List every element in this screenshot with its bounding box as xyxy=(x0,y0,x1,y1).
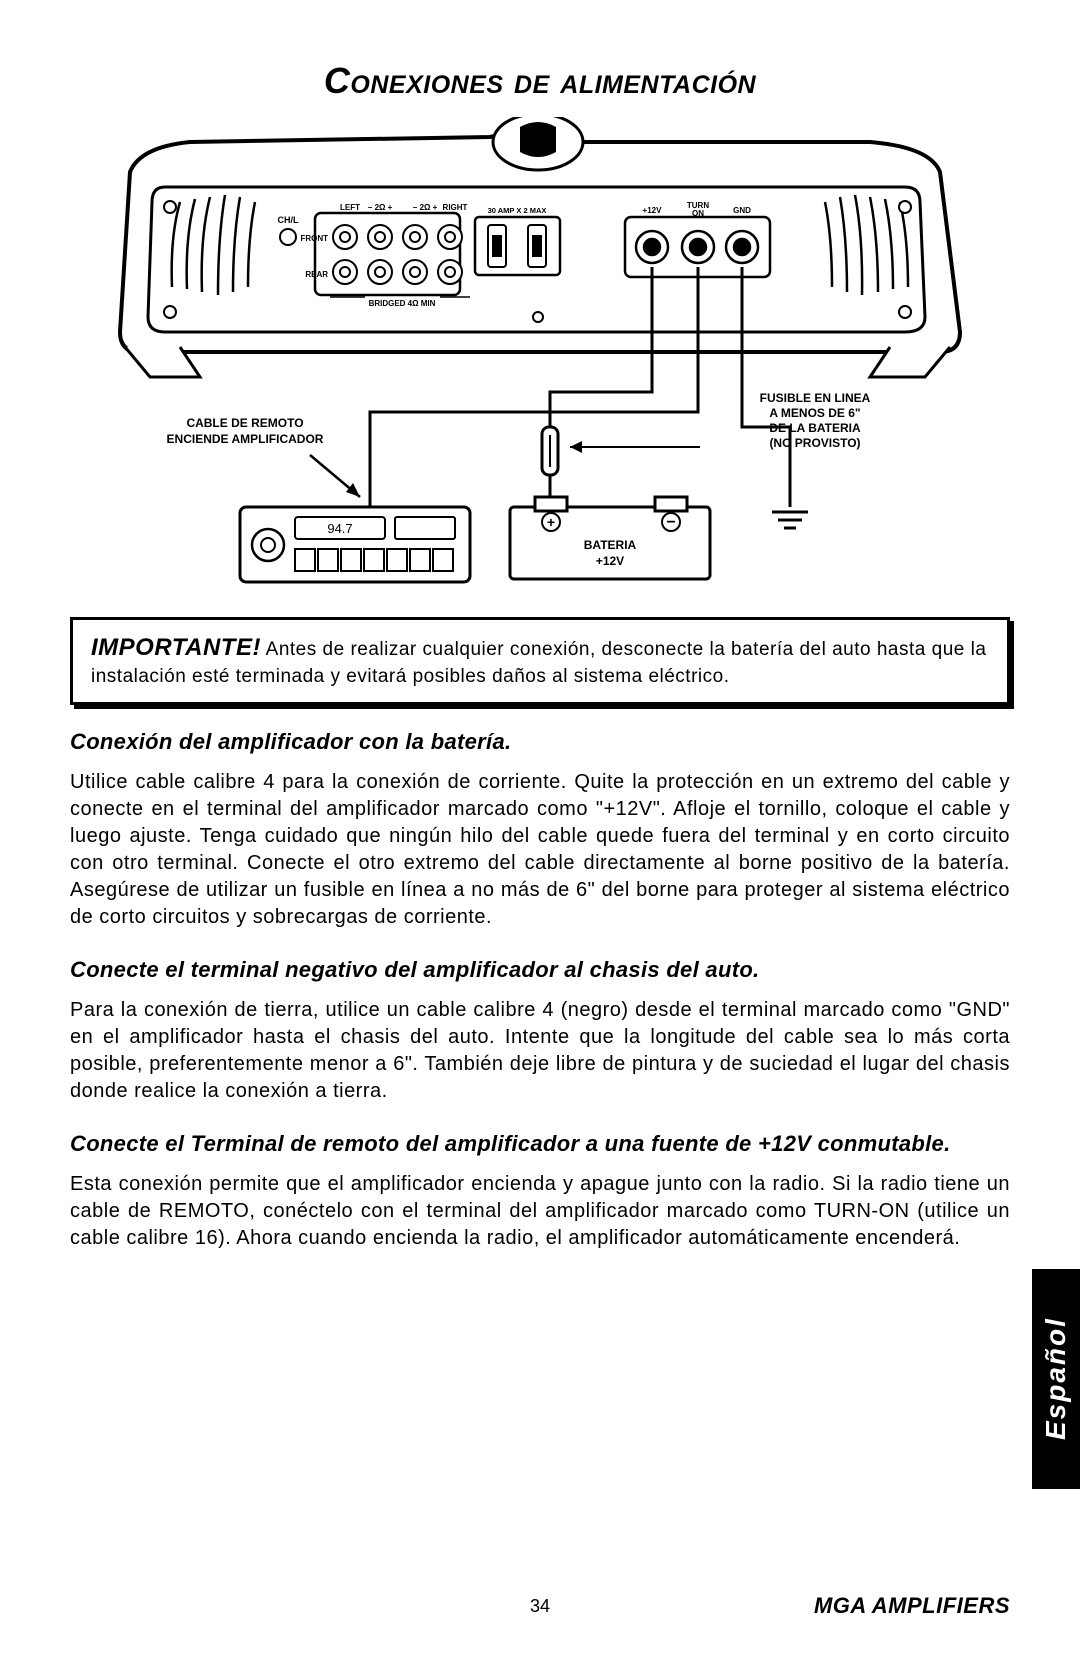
ground-icon xyxy=(772,512,808,528)
wiring-diagram: CH/L FRONT REAR LEFT − 2Ω + − 2Ω + RIGHT… xyxy=(70,117,1010,592)
section-heading: Conecte el Terminal de remoto del amplif… xyxy=(70,1131,1010,1157)
svg-text:94.7: 94.7 xyxy=(327,521,352,536)
section-heading: Conecte el terminal negativo del amplifi… xyxy=(70,957,1010,983)
fuse-callout: FUSIBLE EN LINEA A MENOS DE 6" DE LA BAT… xyxy=(760,391,871,450)
important-notice: IMPORTANTE! Antes de realizar cualquier … xyxy=(70,617,1010,705)
language-tab: Español xyxy=(1032,1269,1080,1489)
remote-cable-callout: CABLE DE REMOTO ENCIENDE AMPLIFICADOR xyxy=(167,416,360,497)
svg-text:30 AMP X 2 MAX: 30 AMP X 2 MAX xyxy=(488,206,547,215)
svg-text:CH/L: CH/L xyxy=(278,215,299,225)
svg-text:DE LA BATERIA: DE LA BATERIA xyxy=(769,421,861,435)
svg-text:BRIDGED 4Ω MIN: BRIDGED 4Ω MIN xyxy=(369,299,436,308)
svg-text:+: + xyxy=(547,514,555,530)
section-body: Utilice cable calibre 4 para la conexión… xyxy=(70,769,1010,931)
page-title: Conexiones de alimentación xyxy=(70,60,1010,102)
battery-icon: + − BATERIA +12V xyxy=(510,497,710,579)
svg-text:CABLE DE REMOTO: CABLE DE REMOTO xyxy=(186,416,303,430)
svg-text:ON: ON xyxy=(692,209,704,218)
section-1: Conexión del amplificador con la batería… xyxy=(70,729,1010,931)
svg-text:FUSIBLE EN LINEA: FUSIBLE EN LINEA xyxy=(760,391,871,405)
inline-fuse-icon xyxy=(542,427,558,475)
page-footer: 34 MGA AMPLIFIERS xyxy=(70,1593,1010,1619)
section-heading: Conexión del amplificador con la batería… xyxy=(70,729,1010,755)
svg-text:RIGHT: RIGHT xyxy=(443,203,468,212)
svg-text:− 2Ω +: − 2Ω + xyxy=(413,203,438,212)
radio-icon: 94.7 xyxy=(240,507,470,582)
svg-text:FRONT: FRONT xyxy=(300,234,328,243)
important-label: IMPORTANTE! xyxy=(91,634,261,661)
section-body: Esta conexión permite que el amplificado… xyxy=(70,1171,1010,1252)
section-2: Conecte el terminal negativo del amplifi… xyxy=(70,957,1010,1105)
svg-text:GND: GND xyxy=(733,206,751,215)
page-number: 34 xyxy=(530,1596,550,1617)
svg-text:− 2Ω +: − 2Ω + xyxy=(368,203,393,212)
section-body: Para la conexión de tierra, utilice un c… xyxy=(70,997,1010,1105)
svg-text:+12V: +12V xyxy=(596,554,624,568)
svg-text:+12V: +12V xyxy=(643,206,663,215)
amplifier-body: CH/L FRONT REAR LEFT − 2Ω + − 2Ω + RIGHT… xyxy=(120,117,960,377)
svg-text:−: − xyxy=(666,514,675,531)
svg-text:LEFT: LEFT xyxy=(340,203,360,212)
section-3: Conecte el Terminal de remoto del amplif… xyxy=(70,1131,1010,1252)
svg-text:REAR: REAR xyxy=(305,270,328,279)
svg-text:BATERIA: BATERIA xyxy=(584,538,637,552)
svg-text:(NO PROVISTO): (NO PROVISTO) xyxy=(769,436,860,450)
svg-text:ENCIENDE AMPLIFICADOR: ENCIENDE AMPLIFICADOR xyxy=(167,432,324,446)
footer-brand: MGA AMPLIFIERS xyxy=(814,1593,1010,1619)
svg-text:A MENOS DE 6": A MENOS DE 6" xyxy=(769,406,860,420)
